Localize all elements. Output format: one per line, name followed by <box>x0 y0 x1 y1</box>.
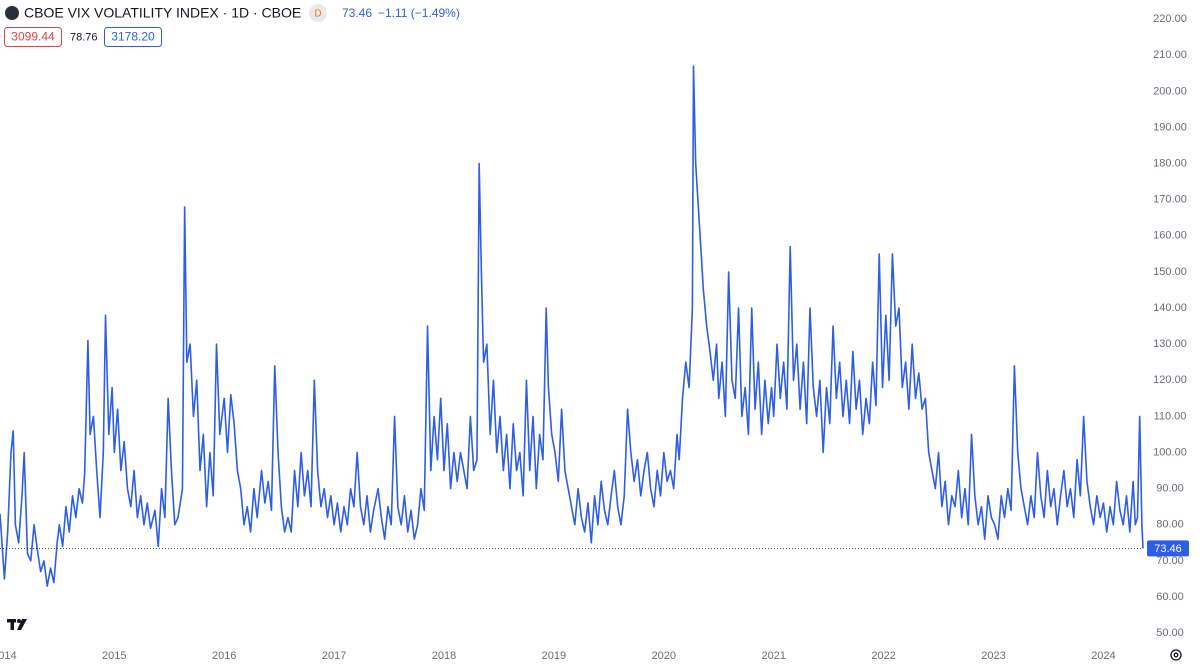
y-tick-label: 110.00 <box>1154 410 1187 422</box>
y-tick-label: 100.00 <box>1153 446 1187 458</box>
y-tick-label: 70.00 <box>1156 555 1184 567</box>
y-tick-label: 80.00 <box>1156 519 1184 531</box>
interval-badge: D <box>314 9 321 20</box>
x-tick-label: 2017 <box>322 650 346 662</box>
last-price-label: 73.46 <box>1154 543 1182 555</box>
y-tick-label: 50.00 <box>1156 627 1184 639</box>
x-tick-label: 2023 <box>981 650 1005 662</box>
y-tick-label: 60.00 <box>1156 591 1184 603</box>
indicator-box <box>4 27 62 47</box>
y-tick-label: 90.00 <box>1156 483 1184 495</box>
settings-icon[interactable] <box>1170 649 1182 661</box>
y-tick-label: 200.00 <box>1153 85 1187 97</box>
x-tick-label: 2015 <box>102 650 126 662</box>
x-tick-label: 2016 <box>212 650 236 662</box>
y-tick-label: 150.00 <box>1153 266 1187 278</box>
x-tick-label: 2021 <box>761 650 785 662</box>
symbol-logo <box>5 6 19 20</box>
x-tick-label: 2018 <box>432 650 456 662</box>
y-tick-label: 190.00 <box>1153 121 1187 133</box>
x-tick-label: 2020 <box>652 650 676 662</box>
indicator-value: 3178.20 <box>111 30 155 44</box>
y-tick-label: 170.00 <box>1153 194 1187 206</box>
x-tick-label: 2022 <box>871 650 895 662</box>
last-price-label-bg <box>1147 540 1189 557</box>
y-tick-label: 160.00 <box>1153 230 1187 242</box>
chart-title: CBOE VIX VOLATILITY INDEX · 1D · CBOE <box>24 5 301 21</box>
price-line <box>0 65 1144 587</box>
x-tick-label: 2019 <box>542 650 566 662</box>
price-change: −1.11 (−1.49%) <box>378 6 460 20</box>
tv-logo <box>7 619 27 630</box>
y-tick-label: 130.00 <box>1153 338 1187 350</box>
indicator-value: 78.76 <box>70 31 98 43</box>
last-price: 73.46 <box>342 6 372 20</box>
y-tick-label: 210.00 <box>1153 49 1187 61</box>
indicator-value: 3099.44 <box>11 30 55 44</box>
y-tick-label: 140.00 <box>1153 302 1187 314</box>
x-tick-label: 2024 <box>1091 650 1115 662</box>
y-tick-label: 120.00 <box>1153 374 1187 386</box>
interval-badge-bg <box>309 4 327 22</box>
x-tick-label: 2014 <box>0 650 17 662</box>
y-tick-label: 180.00 <box>1153 158 1187 170</box>
y-tick-label: 220.00 <box>1153 13 1187 25</box>
indicator-box <box>104 27 162 47</box>
